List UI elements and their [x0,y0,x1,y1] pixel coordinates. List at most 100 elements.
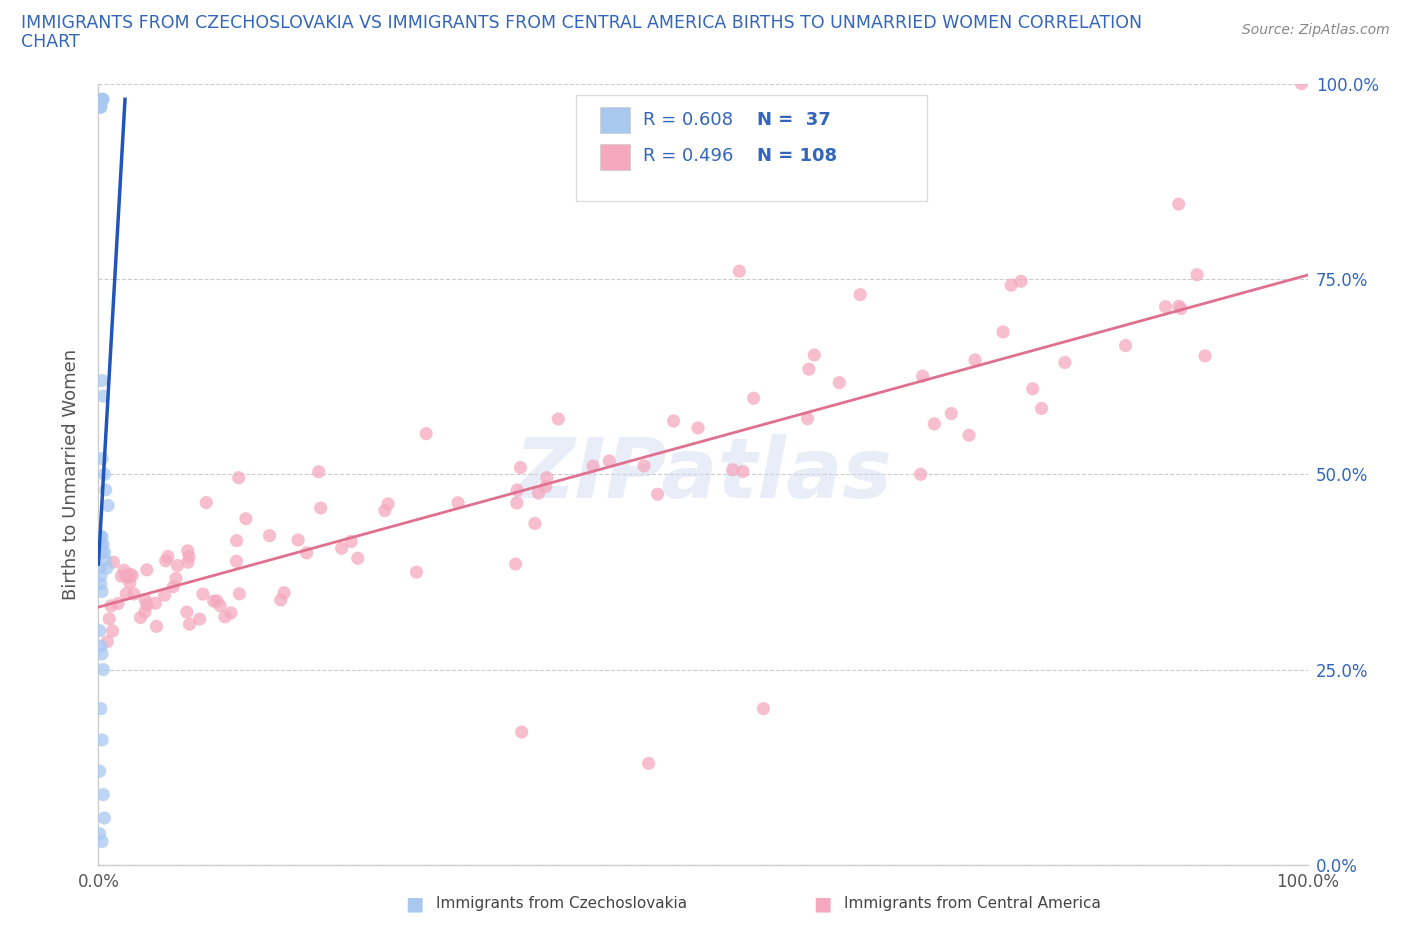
FancyBboxPatch shape [576,96,927,201]
Point [346,551,368,565]
Point [721,462,744,477]
Point [911,368,934,383]
Point [122,587,145,602]
Point [1115,339,1137,353]
Point [91,373,114,388]
Point [103,555,125,570]
Point [330,541,353,556]
Point [924,417,946,432]
Point [662,414,685,429]
Point [377,497,399,512]
Point [115,586,138,601]
Point [228,587,250,602]
Point [728,264,751,279]
Point [134,592,156,607]
Point [1167,196,1189,211]
Point [90,568,112,583]
Point [742,391,765,405]
Point [101,623,124,638]
Point [941,406,963,421]
Point [849,287,872,302]
Point [225,533,247,548]
Point [134,604,156,619]
Point [527,485,550,500]
Point [828,375,851,390]
Point [91,584,114,599]
Point [647,486,669,501]
Point [803,348,825,363]
Point [415,426,437,441]
Point [510,724,533,739]
Point [107,596,129,611]
Point [205,593,228,608]
Point [1194,349,1216,364]
Point [89,529,111,544]
Point [135,598,157,613]
Point [225,554,247,569]
Point [90,538,112,552]
Point [523,516,546,531]
Point [374,503,396,518]
Point [165,571,187,586]
Text: R = 0.496: R = 0.496 [643,147,733,166]
Point [91,733,114,748]
Point [405,565,427,579]
Point [91,787,114,802]
Point [188,612,211,627]
Text: ZIPatlas: ZIPatlas [515,433,891,515]
Point [129,610,152,625]
Point [1291,76,1313,91]
Point [957,428,980,443]
Point [93,811,115,826]
Point [145,618,167,633]
Point [177,555,200,570]
Point [1010,273,1032,288]
Text: N =  37: N = 37 [758,112,831,129]
Point [90,639,112,654]
Point [1185,267,1208,282]
Point [90,100,112,114]
Point [90,701,112,716]
Point [633,458,655,473]
Point [797,362,820,377]
Point [89,538,111,552]
Point [308,464,330,479]
Text: ■: ■ [405,895,425,913]
Point [90,577,112,591]
FancyBboxPatch shape [600,144,630,169]
Point [179,617,201,631]
Point [153,588,176,603]
Point [637,756,659,771]
Point [340,534,363,549]
Point [98,611,121,626]
Point [91,92,114,107]
Text: Source: ZipAtlas.com: Source: ZipAtlas.com [1241,23,1389,37]
Point [214,609,236,624]
Point [117,570,139,585]
Text: CHART: CHART [21,33,80,51]
Point [145,596,167,611]
Point [93,545,115,560]
Point [91,662,114,677]
Point [91,538,114,552]
Point [209,598,232,613]
Point [118,576,141,591]
Point [91,92,114,107]
Point [731,464,754,479]
Point [1031,401,1053,416]
Point [94,483,117,498]
Point [202,593,225,608]
Point [90,100,112,114]
Point [536,471,558,485]
Point [90,529,112,544]
Point [235,512,257,526]
Point [135,563,157,578]
Point [100,598,122,613]
Point [506,496,529,511]
Point [506,483,529,498]
Point [177,549,200,564]
Point [582,458,605,473]
Point [295,545,318,560]
Point [93,467,115,482]
Point [287,533,309,548]
